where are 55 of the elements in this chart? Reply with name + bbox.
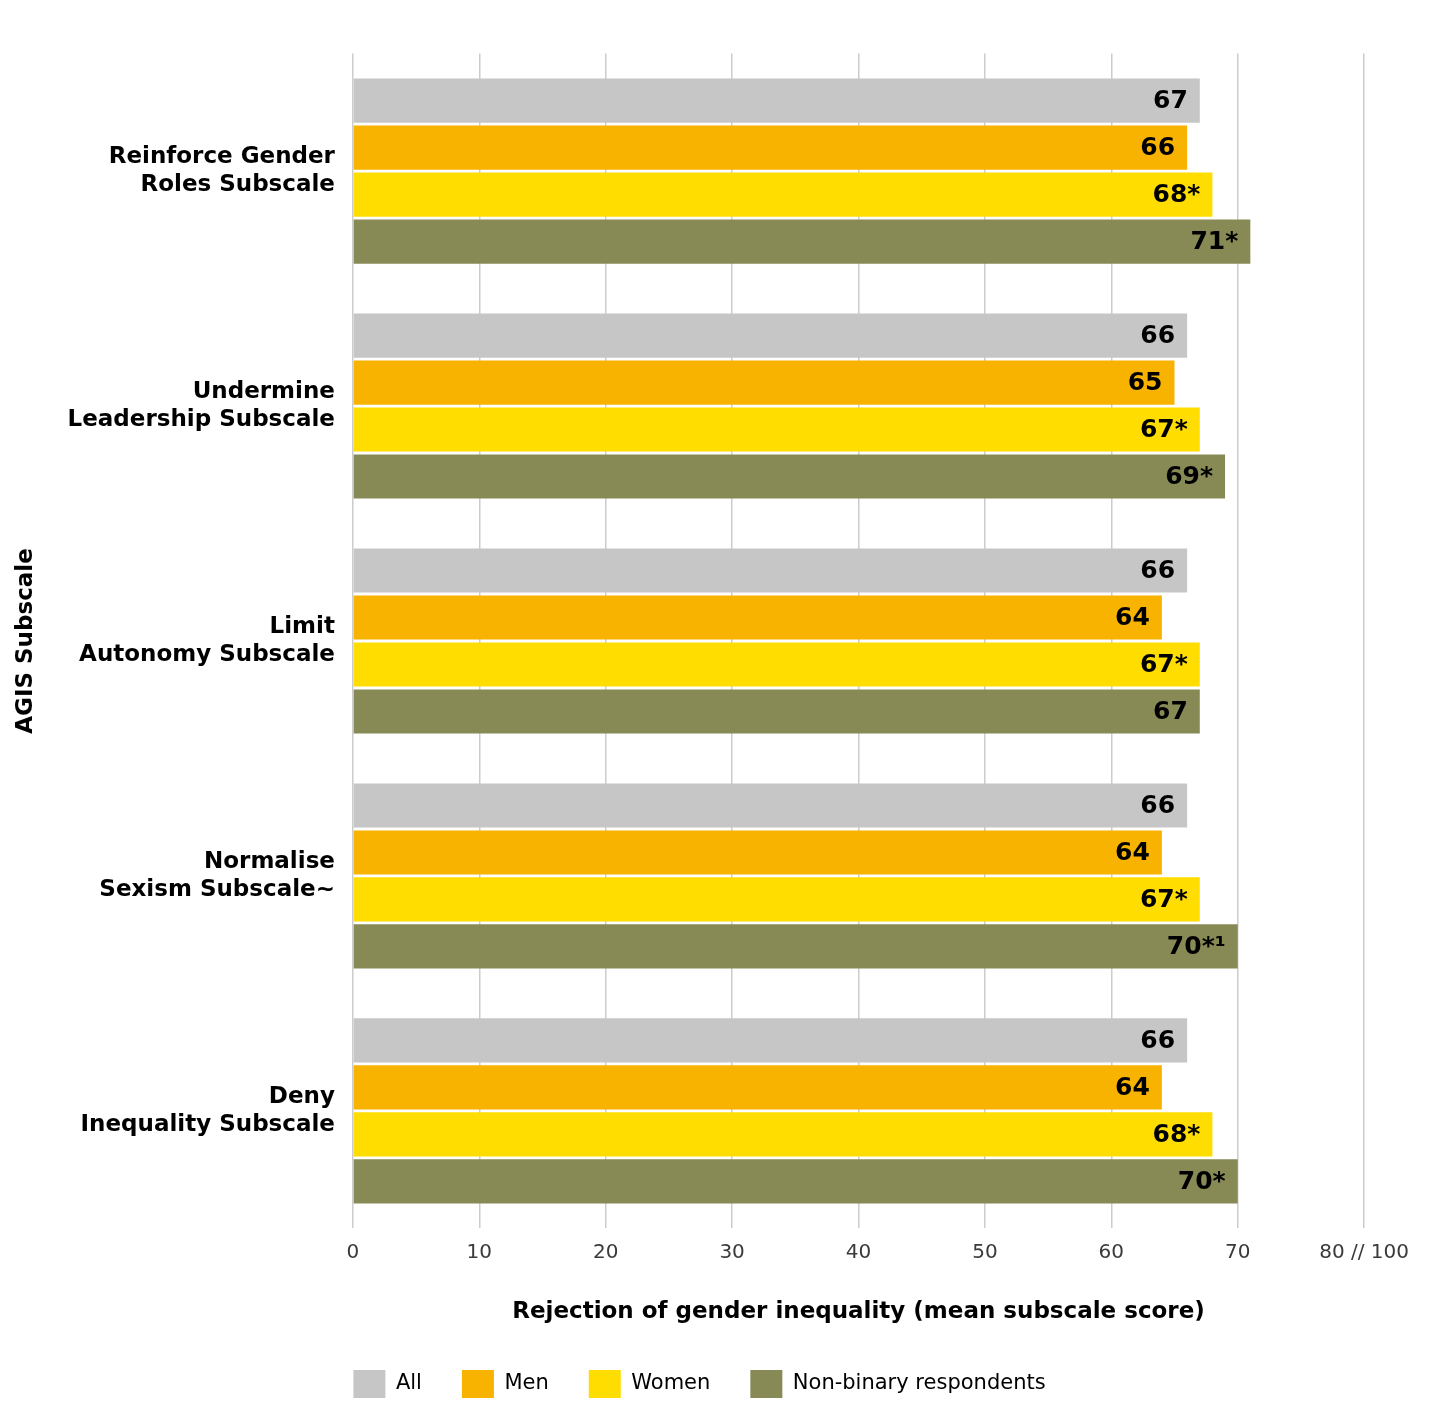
data-label: 70*¹ [1166, 930, 1226, 960]
data-label: 67 [1152, 85, 1188, 115]
x-tick-label: 50 [972, 1238, 998, 1263]
data-label: 68* [1152, 179, 1201, 209]
data-label: 66 [1140, 555, 1176, 585]
x-tick-label: 10 [466, 1238, 493, 1263]
y-tick-label: Reinforce Gender Roles Subscale [108, 142, 336, 196]
legend-label: Non-binary respondents [792, 1370, 1046, 1395]
x-tick-label: 70 [1224, 1238, 1251, 1263]
data-label: 64 [1115, 602, 1150, 631]
legend-label: All [395, 1370, 422, 1395]
data-label: 66 [1140, 789, 1176, 819]
x-tick-label: 30 [719, 1238, 745, 1263]
data-label: 64 [1115, 836, 1150, 866]
y-tick-label: Normalise Sexism Subscale~ [99, 847, 335, 901]
x-tick-label: 0 [346, 1238, 360, 1263]
data-label: 64 [1115, 1071, 1150, 1101]
data-label: 68* [1152, 1118, 1201, 1148]
y-axis-title: AGIS Subscale [10, 548, 37, 734]
data-label: 67* [1139, 649, 1188, 678]
bar [353, 1159, 1238, 1204]
bar [353, 360, 1175, 405]
bar [353, 642, 1200, 687]
data-label: 66 [1140, 320, 1176, 350]
y-tick-label: Limit Autonomy Subscale [79, 612, 335, 666]
bar [353, 689, 1200, 734]
bar [353, 830, 1162, 875]
x-tick-label: 60 [1098, 1238, 1125, 1263]
x-tick-label: 80 // 100 [1319, 1238, 1410, 1263]
data-label: 67* [1139, 883, 1188, 913]
x-axis-title: Rejection of gender inequality (mean subscale score) [512, 1297, 1205, 1324]
bar [353, 407, 1200, 452]
bar [353, 219, 1251, 264]
data-label: 66 [1140, 1024, 1176, 1054]
x-tick-label: 40 [845, 1238, 872, 1263]
legend-label: Women [631, 1370, 711, 1395]
y-tick-label: Undermine Leadership Subscale [67, 377, 335, 431]
x-tick-label: 20 [592, 1238, 619, 1263]
data-label: 66 [1140, 132, 1176, 162]
y-tick-label: Deny Inequality Subscale [80, 1082, 335, 1136]
legend-label: Men [504, 1370, 549, 1395]
data-label: 70* [1177, 1165, 1226, 1195]
bar [353, 1112, 1213, 1157]
bar [353, 1065, 1162, 1110]
data-label: 69* [1165, 461, 1214, 491]
data-label: 65 [1127, 367, 1163, 397]
bar [353, 924, 1238, 969]
bar [353, 877, 1200, 922]
data-label: 67 [1152, 695, 1188, 725]
bar [353, 454, 1226, 499]
bar [353, 595, 1162, 640]
data-label: 67* [1139, 414, 1188, 444]
bar [353, 125, 1188, 170]
data-label: 71* [1190, 226, 1239, 256]
bar [353, 172, 1213, 217]
